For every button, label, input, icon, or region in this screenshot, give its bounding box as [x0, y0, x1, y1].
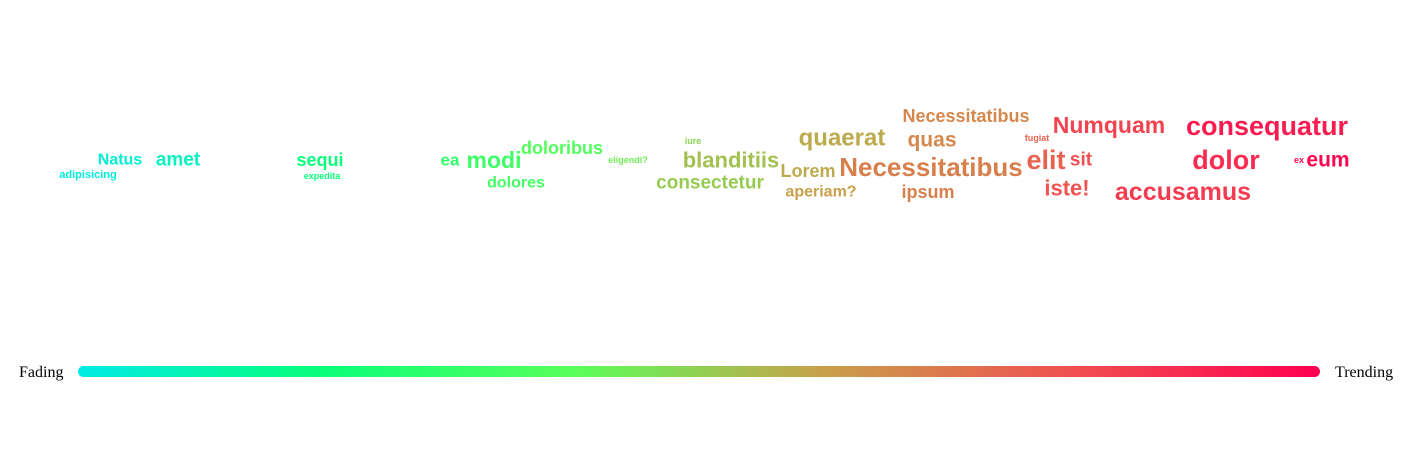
word-elit: elit [1026, 145, 1065, 175]
word-iste: iste! [1044, 176, 1089, 201]
word-eum: eum [1306, 149, 1349, 172]
word-fugiat: fugiat [1025, 133, 1050, 143]
word-natus: Natus [98, 152, 143, 169]
word-lorem: Lorem [780, 161, 835, 181]
word-blanditiis: blanditiis [683, 148, 780, 173]
word-sit: sit [1070, 150, 1093, 171]
word-iure: iure [685, 136, 702, 146]
word-modi: modi [467, 147, 522, 173]
trend-legend: Fading Trending [19, 364, 1393, 381]
legend-gradient-bar [78, 366, 1320, 377]
word-quaerat: quaerat [799, 125, 886, 152]
legend-label-trending: Trending [1335, 364, 1393, 381]
word-ipsum: ipsum [901, 182, 954, 202]
word-amet: amet [156, 150, 201, 171]
word-dolor: dolor [1192, 145, 1260, 175]
word-dolores: dolores [487, 175, 545, 192]
word-numquam: Numquam [1053, 112, 1165, 138]
word-necessitatibus: Necessitatibus [902, 106, 1029, 126]
word-consequatur: consequatur [1186, 111, 1349, 141]
word-necessitatibus: Necessitatibus [839, 152, 1023, 182]
word-ea: ea [441, 151, 460, 170]
word-doloribus: doloribus [521, 138, 603, 158]
word-accusamus: accusamus [1115, 178, 1251, 206]
word-aperiam: aperiam? [785, 184, 856, 201]
word-consectetur: consectetur [656, 173, 764, 194]
word-adipisicing: adipisicing [59, 169, 116, 181]
word-eligendi: eligendi? [608, 155, 648, 165]
word-quas: quas [907, 129, 956, 152]
word-expedita: expedita [304, 171, 342, 181]
legend-label-fading: Fading [19, 364, 63, 381]
word-ex: ex [1294, 155, 1304, 165]
word-sequi: sequi [296, 150, 343, 170]
